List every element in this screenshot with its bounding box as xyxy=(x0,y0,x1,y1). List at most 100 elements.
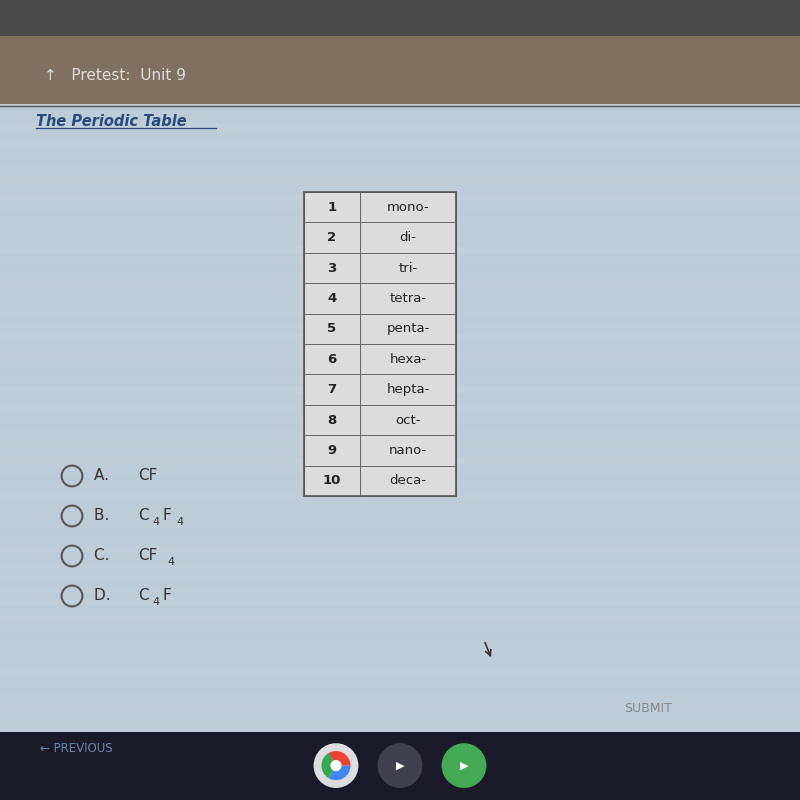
Bar xyxy=(0,352,800,358)
Bar xyxy=(0,299,800,306)
Bar xyxy=(0,722,800,728)
Bar xyxy=(0,334,800,341)
Bar xyxy=(0,246,800,253)
Text: penta-: penta- xyxy=(386,322,430,335)
Text: hepta-: hepta- xyxy=(386,383,430,396)
Text: tri-: tri- xyxy=(398,262,418,274)
Text: D.: D. xyxy=(94,589,121,603)
Bar xyxy=(0,0,800,36)
Circle shape xyxy=(330,760,342,771)
Bar xyxy=(0,36,800,72)
Bar xyxy=(304,405,456,435)
Text: F: F xyxy=(162,509,171,523)
Bar xyxy=(0,176,800,182)
Text: deca-: deca- xyxy=(390,474,426,487)
Text: F: F xyxy=(162,589,171,603)
Bar xyxy=(0,194,800,200)
Bar xyxy=(0,563,800,570)
Bar xyxy=(304,192,456,496)
Text: ↑   Pretest:  Unit 9: ↑ Pretest: Unit 9 xyxy=(44,68,186,82)
Text: 1: 1 xyxy=(327,201,337,214)
Text: 10: 10 xyxy=(323,474,341,487)
Text: SUBMIT: SUBMIT xyxy=(624,702,672,714)
Bar xyxy=(0,282,800,288)
Text: nano-: nano- xyxy=(389,444,427,457)
Bar xyxy=(0,510,800,517)
Bar xyxy=(0,598,800,605)
Text: 4: 4 xyxy=(327,292,337,305)
Text: ▶: ▶ xyxy=(460,761,468,770)
Bar xyxy=(0,104,800,732)
Bar xyxy=(0,493,800,499)
Bar xyxy=(0,634,800,640)
Text: 4: 4 xyxy=(153,518,160,527)
Bar xyxy=(0,405,800,411)
Text: tetra-: tetra- xyxy=(390,292,426,305)
Text: The Periodic Table: The Periodic Table xyxy=(36,114,186,129)
Bar xyxy=(0,686,800,693)
Text: mono-: mono- xyxy=(386,201,430,214)
Bar xyxy=(0,616,800,622)
Bar xyxy=(304,314,456,344)
Bar xyxy=(0,317,800,323)
Bar xyxy=(0,370,800,376)
Bar xyxy=(304,192,456,222)
Bar xyxy=(304,374,456,405)
Bar xyxy=(0,141,800,147)
Wedge shape xyxy=(329,766,350,780)
Text: 6: 6 xyxy=(327,353,337,366)
Bar xyxy=(0,229,800,235)
Bar xyxy=(0,211,800,218)
Bar xyxy=(304,222,456,253)
Bar xyxy=(0,458,800,464)
Text: hexa-: hexa- xyxy=(390,353,426,366)
Bar xyxy=(0,36,800,104)
Bar xyxy=(0,36,800,104)
Text: di-: di- xyxy=(399,231,417,244)
Bar xyxy=(0,475,800,482)
Bar xyxy=(0,704,800,710)
Bar xyxy=(0,546,800,552)
Text: 4: 4 xyxy=(153,598,160,607)
Text: 9: 9 xyxy=(327,444,337,457)
Text: 8: 8 xyxy=(327,414,337,426)
Text: A.: A. xyxy=(94,469,119,483)
Text: C.: C. xyxy=(94,549,120,563)
Circle shape xyxy=(314,743,358,788)
Bar xyxy=(0,158,800,165)
Circle shape xyxy=(378,743,422,788)
Text: 5: 5 xyxy=(327,322,337,335)
Text: C: C xyxy=(138,509,149,523)
Bar xyxy=(304,466,456,496)
Wedge shape xyxy=(329,751,350,766)
Bar xyxy=(0,123,800,130)
Bar xyxy=(0,36,800,104)
Text: CF: CF xyxy=(138,549,158,563)
Bar xyxy=(0,440,800,446)
Bar xyxy=(0,528,800,534)
Bar xyxy=(304,253,456,283)
Text: C: C xyxy=(138,589,149,603)
Text: 4: 4 xyxy=(177,518,184,527)
Bar xyxy=(0,732,800,800)
Bar xyxy=(0,264,800,270)
Text: ▶: ▶ xyxy=(396,761,404,770)
Bar xyxy=(0,669,800,675)
Text: 7: 7 xyxy=(327,383,337,396)
Text: B.: B. xyxy=(94,509,119,523)
Bar xyxy=(304,435,456,466)
Bar xyxy=(0,651,800,658)
Bar xyxy=(304,344,456,374)
Wedge shape xyxy=(322,753,336,778)
Text: oct-: oct- xyxy=(395,414,421,426)
Bar xyxy=(304,283,456,314)
Text: 2: 2 xyxy=(327,231,337,244)
Circle shape xyxy=(442,743,486,788)
Bar xyxy=(0,387,800,394)
Text: CF: CF xyxy=(138,469,158,483)
Text: ← PREVIOUS: ← PREVIOUS xyxy=(40,742,113,754)
Text: 3: 3 xyxy=(327,262,337,274)
Bar xyxy=(0,581,800,587)
Bar xyxy=(0,422,800,429)
Text: 4: 4 xyxy=(167,558,174,567)
